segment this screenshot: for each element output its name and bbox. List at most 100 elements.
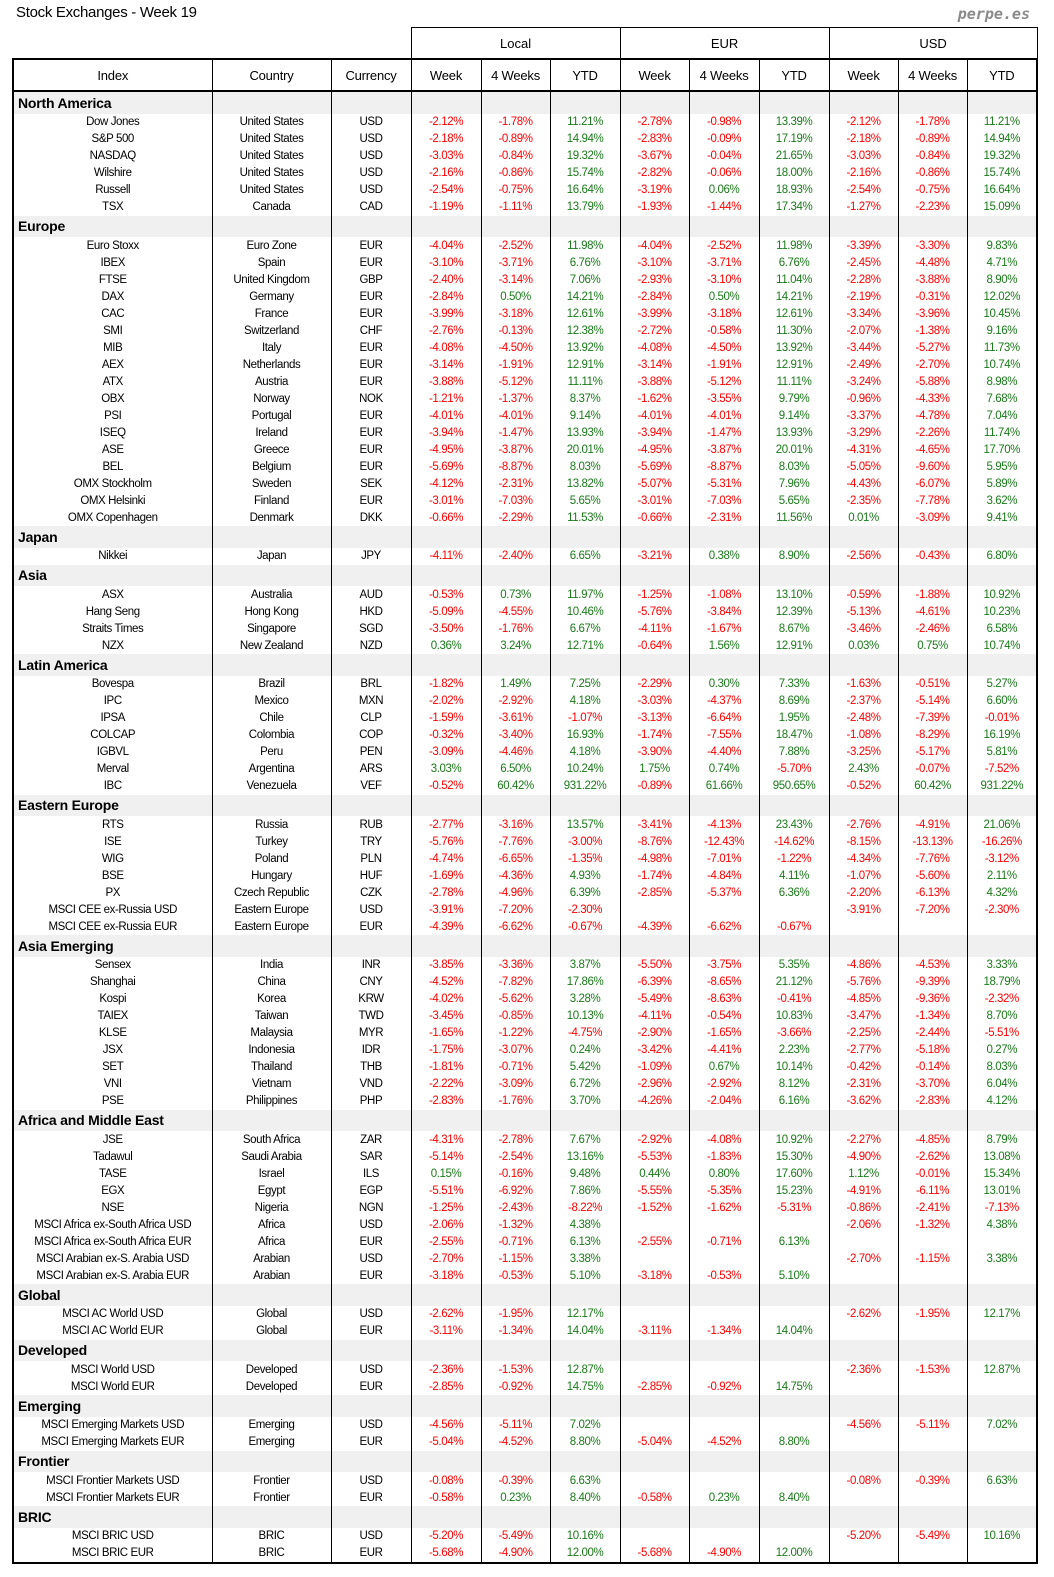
cell-index: Wilshire xyxy=(12,164,213,182)
cell-local-week: -0.53% xyxy=(410,586,482,603)
section-spacer-cell xyxy=(211,794,332,816)
cell-usd-week: -2.16% xyxy=(828,164,899,182)
cell-currency: USD xyxy=(330,147,412,165)
section-spacer-cell xyxy=(688,1339,760,1361)
cell-usd-4weeks: -2.41% xyxy=(897,1199,968,1216)
cell-currency: USD xyxy=(330,1472,412,1489)
cell-usd-ytd: -7.13% xyxy=(966,1199,1039,1216)
cell-eur-ytd: 12.91% xyxy=(758,637,830,654)
cell-local-4weeks: -1.32% xyxy=(480,1216,551,1233)
cell-local-ytd: -8.22% xyxy=(549,1199,621,1216)
table-row: MSCI CEE ex-Russia EUR Eastern Europe EUR -… xyxy=(12,918,1039,935)
cell-local-week: -0.08% xyxy=(410,1472,482,1489)
cell-usd-week: -2.07% xyxy=(828,322,899,339)
cell-country: Thailand xyxy=(211,1058,332,1076)
section-spacer-cell xyxy=(966,794,1039,816)
cell-country: Arabian xyxy=(211,1267,332,1284)
table-row: ATX Austria EUR -3.88% -5.12% 11.11% -3.88% -5.… xyxy=(12,373,1039,390)
cell-local-week: -2.55% xyxy=(410,1233,482,1250)
cell-eur-4weeks: -4.52% xyxy=(688,1433,760,1451)
cell-usd-ytd: 10.74% xyxy=(966,356,1039,373)
cell-local-ytd: 12.71% xyxy=(549,637,621,654)
cell-usd-ytd xyxy=(966,1544,1039,1564)
section-spacer-cell xyxy=(330,564,412,586)
cell-usd-4weeks: -0.75% xyxy=(897,181,968,199)
cell-index: Hang Seng xyxy=(12,603,213,620)
cell-eur-4weeks: -7.03% xyxy=(688,492,760,509)
cell-usd-ytd: 12.17% xyxy=(966,1305,1039,1323)
cell-country: Eastern Europe xyxy=(211,901,332,918)
cell-local-4weeks: -5.49% xyxy=(480,1527,551,1545)
cell-eur-4weeks: -0.98% xyxy=(688,113,760,131)
cell-usd-week: 0.03% xyxy=(828,637,899,654)
cell-usd-4weeks: -2.26% xyxy=(897,424,968,441)
column-header-usd-week: Week xyxy=(828,58,899,92)
cell-usd-4weeks: -2.44% xyxy=(897,1024,968,1042)
cell-usd-4weeks: -2.23% xyxy=(897,198,968,216)
table-row: MSCI Africa ex-South Africa USD Africa USD… xyxy=(12,1216,1039,1233)
cell-index: IPC xyxy=(12,692,213,710)
cell-local-week: 0.15% xyxy=(410,1165,482,1182)
cell-eur-week xyxy=(619,1361,690,1378)
cell-local-4weeks: -3.09% xyxy=(480,1075,551,1093)
cell-usd-4weeks: -4.61% xyxy=(897,603,968,620)
cell-index: Nikkei xyxy=(12,547,213,565)
cell-local-4weeks: -2.31% xyxy=(480,475,551,492)
cell-country: Portugal xyxy=(211,407,332,424)
cell-local-week: -1.19% xyxy=(410,198,482,216)
cell-eur-4weeks: -1.47% xyxy=(688,424,760,441)
cell-usd-week: -2.56% xyxy=(828,547,899,565)
cell-index: VNI xyxy=(12,1075,213,1093)
cell-currency: USD xyxy=(330,181,412,199)
section-spacer-cell xyxy=(330,794,412,816)
cell-eur-4weeks: -1.62% xyxy=(688,1199,760,1216)
cell-local-week: -3.85% xyxy=(410,956,482,974)
table-row: IPC Mexico MXN -2.02% -2.92% 4.18% -3.03% -4.37… xyxy=(12,692,1039,710)
section-spacer-cell xyxy=(549,654,621,676)
cell-usd-4weeks: -8.29% xyxy=(897,726,968,744)
cell-usd-ytd: 4.12% xyxy=(966,1092,1039,1110)
table-row: BSE Hungary HUF -1.69% -4.36% 4.93% -1.74% -4.8… xyxy=(12,867,1039,884)
cell-usd-4weeks: -2.70% xyxy=(897,356,968,373)
cell-local-4weeks: 1.49% xyxy=(480,675,551,693)
cell-eur-ytd: 7.33% xyxy=(758,675,830,693)
cell-eur-ytd: 8.12% xyxy=(758,1075,830,1093)
section-header-row: Africa and Middle East xyxy=(12,1109,1039,1131)
cell-eur-week xyxy=(619,901,690,918)
cell-currency: USD xyxy=(330,1361,412,1378)
cell-index: AEX xyxy=(12,356,213,373)
cell-eur-week: -8.76% xyxy=(619,833,690,850)
cell-eur-week: -5.76% xyxy=(619,603,690,620)
table-body: North America Dow Jones United States USD -2… xyxy=(12,91,1039,1564)
cell-eur-week: -4.04% xyxy=(619,237,690,254)
cell-usd-week: -2.54% xyxy=(828,181,899,199)
cell-currency: BRL xyxy=(330,675,412,693)
cell-local-week: -1.59% xyxy=(410,709,482,727)
cell-usd-ytd: 8.70% xyxy=(966,1007,1039,1025)
section-spacer-cell xyxy=(619,526,690,548)
cell-usd-ytd: 2.11% xyxy=(966,867,1039,884)
section-spacer-cell xyxy=(828,1109,899,1131)
cell-usd-ytd: 8.90% xyxy=(966,271,1039,288)
cell-local-week: -5.04% xyxy=(410,1433,482,1451)
cell-local-ytd: 13.57% xyxy=(549,816,621,833)
table-row: MSCI Frontier Markets EUR Frontier EUR -0.5… xyxy=(12,1489,1039,1506)
cell-usd-ytd: 15.09% xyxy=(966,198,1039,216)
cell-usd-week: -3.24% xyxy=(828,373,899,390)
cell-usd-4weeks: -0.39% xyxy=(897,1472,968,1489)
cell-local-ytd: 15.74% xyxy=(549,164,621,182)
section-spacer-cell xyxy=(549,215,621,237)
cell-eur-ytd xyxy=(758,901,830,918)
table-row: COLCAP Colombia COP -0.32% -3.40% 16.93% -1.74… xyxy=(12,726,1039,744)
cell-eur-ytd: 12.91% xyxy=(758,356,830,373)
cell-local-ytd: 14.21% xyxy=(549,288,621,305)
cell-usd-4weeks: -0.51% xyxy=(897,675,968,693)
cell-usd-ytd: 13.01% xyxy=(966,1182,1039,1199)
cell-index: ASX xyxy=(12,586,213,603)
cell-eur-4weeks: -5.31% xyxy=(688,475,760,492)
cell-local-4weeks: -8.87% xyxy=(480,458,551,475)
section-spacer-cell xyxy=(758,654,830,676)
cell-usd-ytd: 3.62% xyxy=(966,492,1039,509)
cell-local-ytd: 6.13% xyxy=(549,1233,621,1250)
cell-eur-ytd: 8.80% xyxy=(758,1433,830,1451)
